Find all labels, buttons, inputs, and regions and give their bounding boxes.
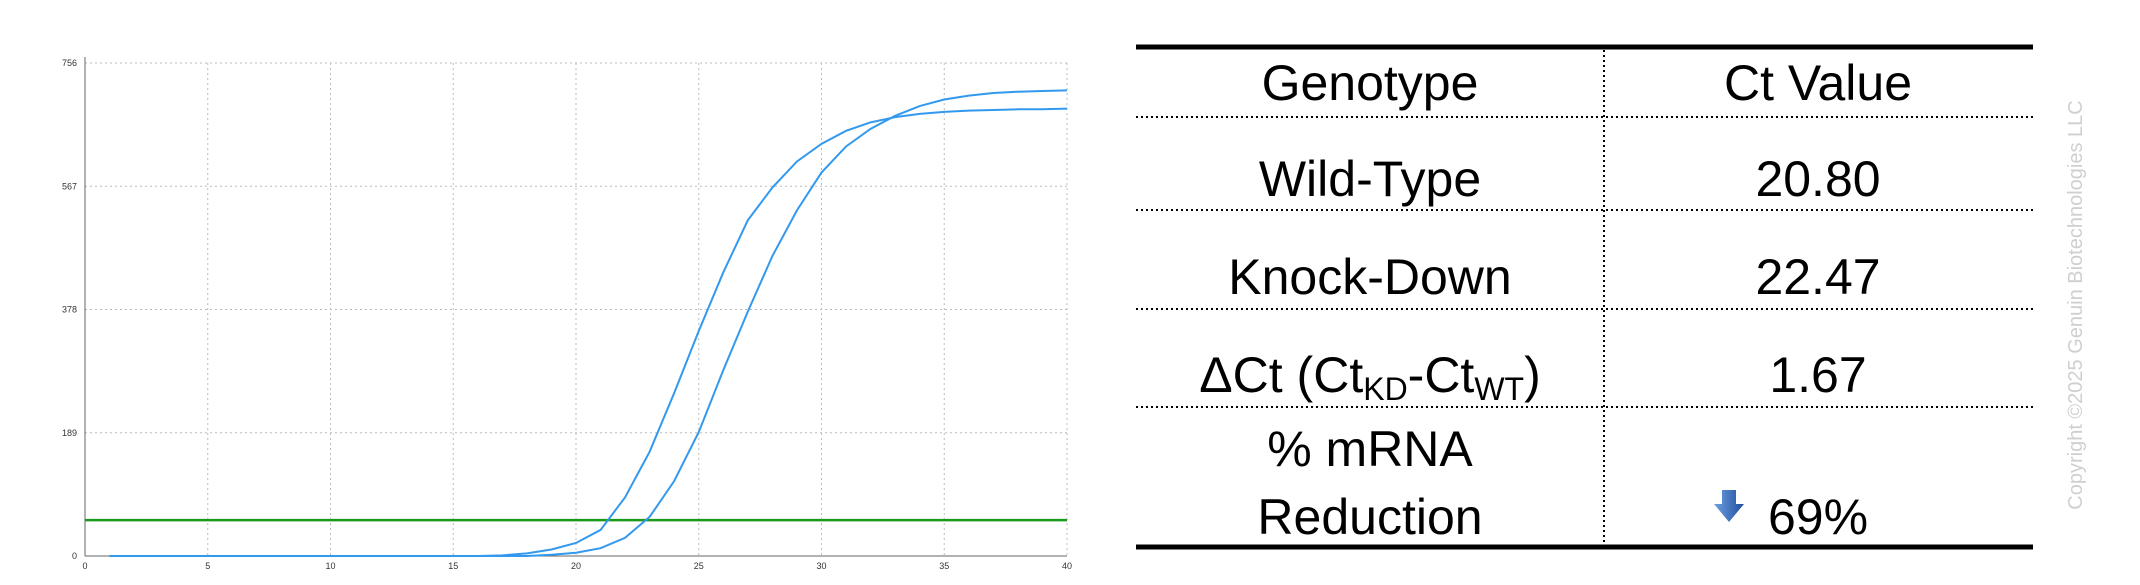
x-tick-label: 0 bbox=[82, 561, 87, 571]
x-tick-label: 15 bbox=[448, 561, 458, 571]
row-label: ΔCt (CtKD-CtWT) bbox=[1199, 347, 1540, 407]
row-value: 20.80 bbox=[1755, 151, 1880, 207]
y-tick-label: 189 bbox=[62, 428, 77, 438]
row-label: % mRNA bbox=[1267, 421, 1473, 477]
row-value: 69% bbox=[1768, 489, 1868, 545]
down-arrow-icon bbox=[1714, 490, 1744, 522]
x-tick-label: 5 bbox=[205, 561, 210, 571]
header-cell: Genotype bbox=[1262, 55, 1479, 111]
y-tick-label: 378 bbox=[62, 305, 77, 315]
label-subscript: KD bbox=[1363, 371, 1407, 407]
y-tick-label: 567 bbox=[62, 181, 77, 191]
label-subscript: WT bbox=[1474, 371, 1524, 407]
x-tick-label: 25 bbox=[694, 561, 704, 571]
y-tick-label: 0 bbox=[72, 551, 77, 561]
y-tick-label: 756 bbox=[62, 58, 77, 68]
amplification-curve bbox=[109, 89, 1068, 557]
copyright: Copyright ©2025 Genuin Biotechnologies L… bbox=[2065, 100, 2087, 509]
x-tick-label: 35 bbox=[939, 561, 949, 571]
x-tick-label: 10 bbox=[325, 561, 335, 571]
row-label: Knock-Down bbox=[1228, 249, 1511, 305]
row-value: 1.67 bbox=[1769, 347, 1866, 403]
label-part: ΔCt (Ct bbox=[1199, 347, 1363, 403]
label-part: ) bbox=[1524, 347, 1541, 403]
x-tick-label: 40 bbox=[1062, 561, 1072, 571]
amplification-curve bbox=[109, 107, 1068, 557]
x-tick-label: 30 bbox=[816, 561, 826, 571]
row-label: Reduction bbox=[1257, 489, 1482, 545]
row-value: 22.47 bbox=[1755, 249, 1880, 305]
x-tick-label: 20 bbox=[571, 561, 581, 571]
row-label: Wild-Type bbox=[1259, 151, 1481, 207]
label-part: -Ct bbox=[1408, 347, 1475, 403]
header-cell: Ct Value bbox=[1724, 55, 1912, 111]
